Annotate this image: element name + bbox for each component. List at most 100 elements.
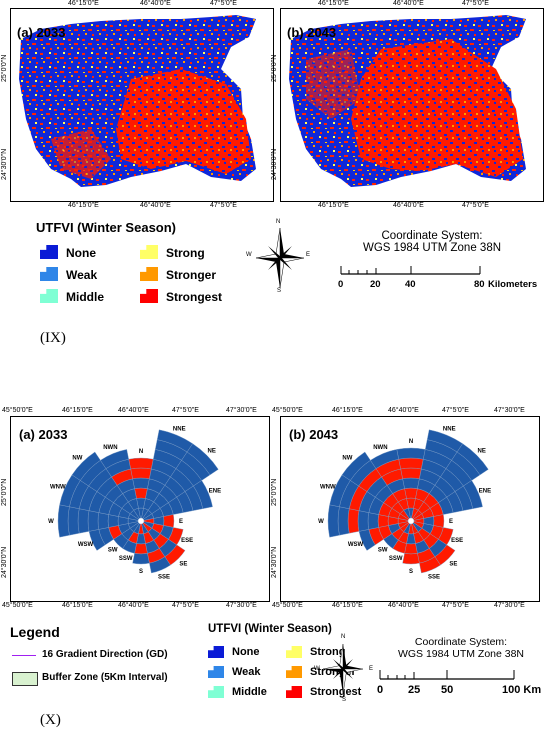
lon-tick: 46°15'0"E: [332, 602, 363, 609]
direction-label: SW: [378, 547, 388, 553]
lon-tick: 46°40'0"E: [393, 0, 424, 7]
rose-cell: [67, 506, 80, 536]
map-panel-ix-b: (b) 2043: [280, 8, 544, 202]
rose-cell: [134, 543, 148, 555]
legend-swatch: [286, 646, 302, 658]
gradient-direction-line-icon: [12, 655, 36, 656]
lon-tick: 47°5'0"E: [462, 202, 489, 209]
direction-label: WNW: [50, 485, 66, 491]
rose-cell: [400, 467, 422, 480]
compass-w: W: [314, 666, 320, 672]
lon-tick: 47°5'0"E: [172, 407, 199, 414]
lon-tick: 46°15'0"E: [62, 602, 93, 609]
lon-tick: 46°40'0"E: [118, 407, 149, 414]
rose-cell: [128, 457, 154, 470]
direction-label: SSW: [119, 556, 133, 562]
direction-label: SE: [179, 561, 187, 567]
legend-label: Weak: [66, 268, 98, 282]
rose-cell: [402, 477, 420, 489]
lat-tick: 25°0'0"N: [1, 54, 8, 82]
direction-label: SSE: [158, 574, 170, 580]
direction-label: S: [139, 569, 143, 575]
rose-cell: [402, 553, 420, 565]
direction-label: ESE: [181, 538, 193, 544]
scale-tick: 50: [441, 684, 454, 696]
legend-title: UTFVI (Winter Season): [208, 623, 332, 635]
rose-panel-x-a: N NNE NE ENE E ESE SE SSE S SSW SW WSW W WNW NW NWN (a)…: [10, 416, 270, 602]
lon-tick: 47°30'0"E: [226, 407, 257, 414]
lon-tick: 45°50'0"E: [2, 602, 33, 609]
legend-label: Middle: [66, 290, 104, 304]
lon-tick: 47°30'0"E: [226, 602, 257, 609]
coordinate-system-line: WGS 1984 UTM Zone 38N: [362, 242, 502, 254]
lon-tick: 46°40'0"E: [140, 0, 171, 7]
lon-tick: 47°5'0"E: [442, 602, 469, 609]
lat-tick: 24°30'0"N: [1, 148, 8, 180]
direction-label: NW: [342, 455, 352, 461]
section-label: (IX): [40, 330, 66, 346]
rose-cell: [107, 514, 119, 528]
compass-n: N: [276, 219, 281, 225]
compass-w: W: [246, 252, 252, 258]
legend-label: Middle: [232, 686, 267, 698]
direction-label: NE: [208, 448, 216, 454]
legend-swatch: [140, 267, 158, 281]
rose-cell: [377, 514, 389, 528]
direction-label: ENE: [479, 488, 491, 494]
rose-cell: [396, 447, 426, 460]
lon-tick: 47°5'0"E: [462, 0, 489, 7]
lon-tick: 46°15'0"E: [68, 202, 99, 209]
compass-e: E: [369, 666, 374, 672]
lon-tick: 47°5'0"E: [210, 0, 237, 7]
rose-cell: [100, 449, 129, 469]
scale-bar: [378, 665, 518, 681]
compass-s: S: [277, 288, 282, 294]
rose-cell: [77, 508, 90, 534]
coordinate-system: Coordinate System: WGS 1984 UTM Zone 38N: [376, 636, 546, 660]
lat-tick: 25°0'0"N: [271, 54, 278, 82]
lat-tick: 25°0'0"N: [1, 478, 8, 506]
direction-label: WSW: [78, 542, 94, 548]
legend-swatch: [286, 666, 302, 678]
lon-tick: 45°50'0"E: [272, 407, 303, 414]
rose-cell: [186, 443, 219, 476]
section-label: (X): [40, 712, 61, 728]
lat-tick: 25°0'0"N: [271, 478, 278, 506]
rose-cell: [134, 487, 148, 499]
direction-label: WNW: [320, 485, 336, 491]
scale-bar: [340, 262, 485, 276]
lon-tick: 47°5'0"E: [210, 202, 237, 209]
direction-label: NNE: [443, 427, 456, 433]
legend-label: Strongest: [166, 290, 223, 304]
compass-n: N: [341, 634, 346, 640]
lon-tick: 46°15'0"E: [318, 202, 349, 209]
legend-swatch: [40, 267, 58, 281]
rose-cell: [404, 487, 418, 499]
rose-cell: [132, 553, 150, 565]
legend-title: UTFVI (Winter Season): [36, 220, 177, 235]
rose-cell: [193, 480, 213, 509]
rose-panel-x-b: N NNE NE ENE E ESE SE SSE S SSW SW WSW W WNW NW NWN (b)…: [280, 416, 540, 602]
scale-tick: 40: [405, 279, 416, 290]
scale-tick: 25: [408, 684, 421, 696]
rose-cell: [370, 449, 399, 469]
buffer-zone-swatch: [12, 672, 38, 686]
rose-cell: [132, 477, 150, 489]
lon-tick: 47°5'0"E: [172, 602, 199, 609]
map-panel-ix-a: (a) 2033: [10, 8, 274, 202]
map-title: (b) 2043: [287, 25, 337, 40]
legend-label: Strongest: [310, 686, 362, 698]
lon-tick: 46°40'0"E: [118, 602, 149, 609]
direction-label: SSW: [389, 556, 403, 562]
legend-swatch: [40, 289, 58, 303]
legend-swatch: [140, 245, 158, 259]
coordinate-system: Coordinate System: WGS 1984 UTM Zone 38N: [332, 230, 532, 254]
legend-swatch: [286, 686, 302, 698]
legend-label: Strong: [166, 246, 205, 260]
lon-tick: 47°5'0"E: [442, 407, 469, 414]
rose-cell: [357, 510, 370, 532]
scale-unit: Kilometers: [488, 279, 538, 290]
coordinate-system-line: Coordinate System:: [414, 636, 508, 648]
